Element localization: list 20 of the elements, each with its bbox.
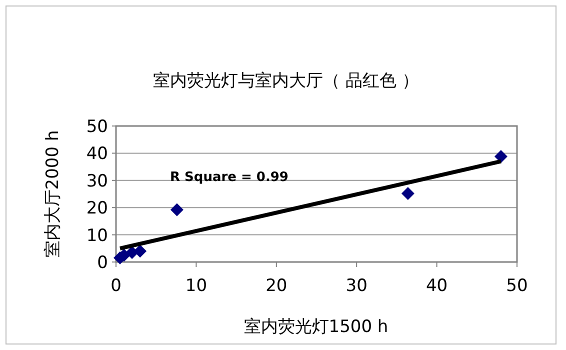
x-tick-label: 50 (506, 276, 528, 296)
chart-title: 室内荧光灯与室内大厅（ 品红色 ） (153, 71, 419, 91)
y-tick-label: 20 (86, 198, 108, 219)
y-axis-title: 室内大厅2000 h (43, 130, 63, 258)
y-tick-label: 40 (86, 144, 108, 164)
point (170, 203, 184, 216)
x-axis-title: 室内荧光灯1500 h (244, 317, 388, 337)
x-tick-label: 0 (110, 276, 122, 296)
y-tick-label: 50 (86, 117, 108, 137)
x-tick-label: 40 (426, 276, 448, 296)
point (494, 150, 508, 163)
annotation: R Square = 0.99 (170, 170, 288, 185)
x-tick-label: 30 (346, 276, 368, 296)
y-tick-label: 0 (97, 253, 108, 273)
x-tick-label: 20 (266, 276, 288, 296)
point (401, 186, 414, 200)
point (134, 244, 147, 258)
x-tick-label: 10 (185, 276, 208, 296)
y-tick-label: 30 (86, 171, 108, 192)
y-tick-label: 10 (86, 226, 108, 246)
